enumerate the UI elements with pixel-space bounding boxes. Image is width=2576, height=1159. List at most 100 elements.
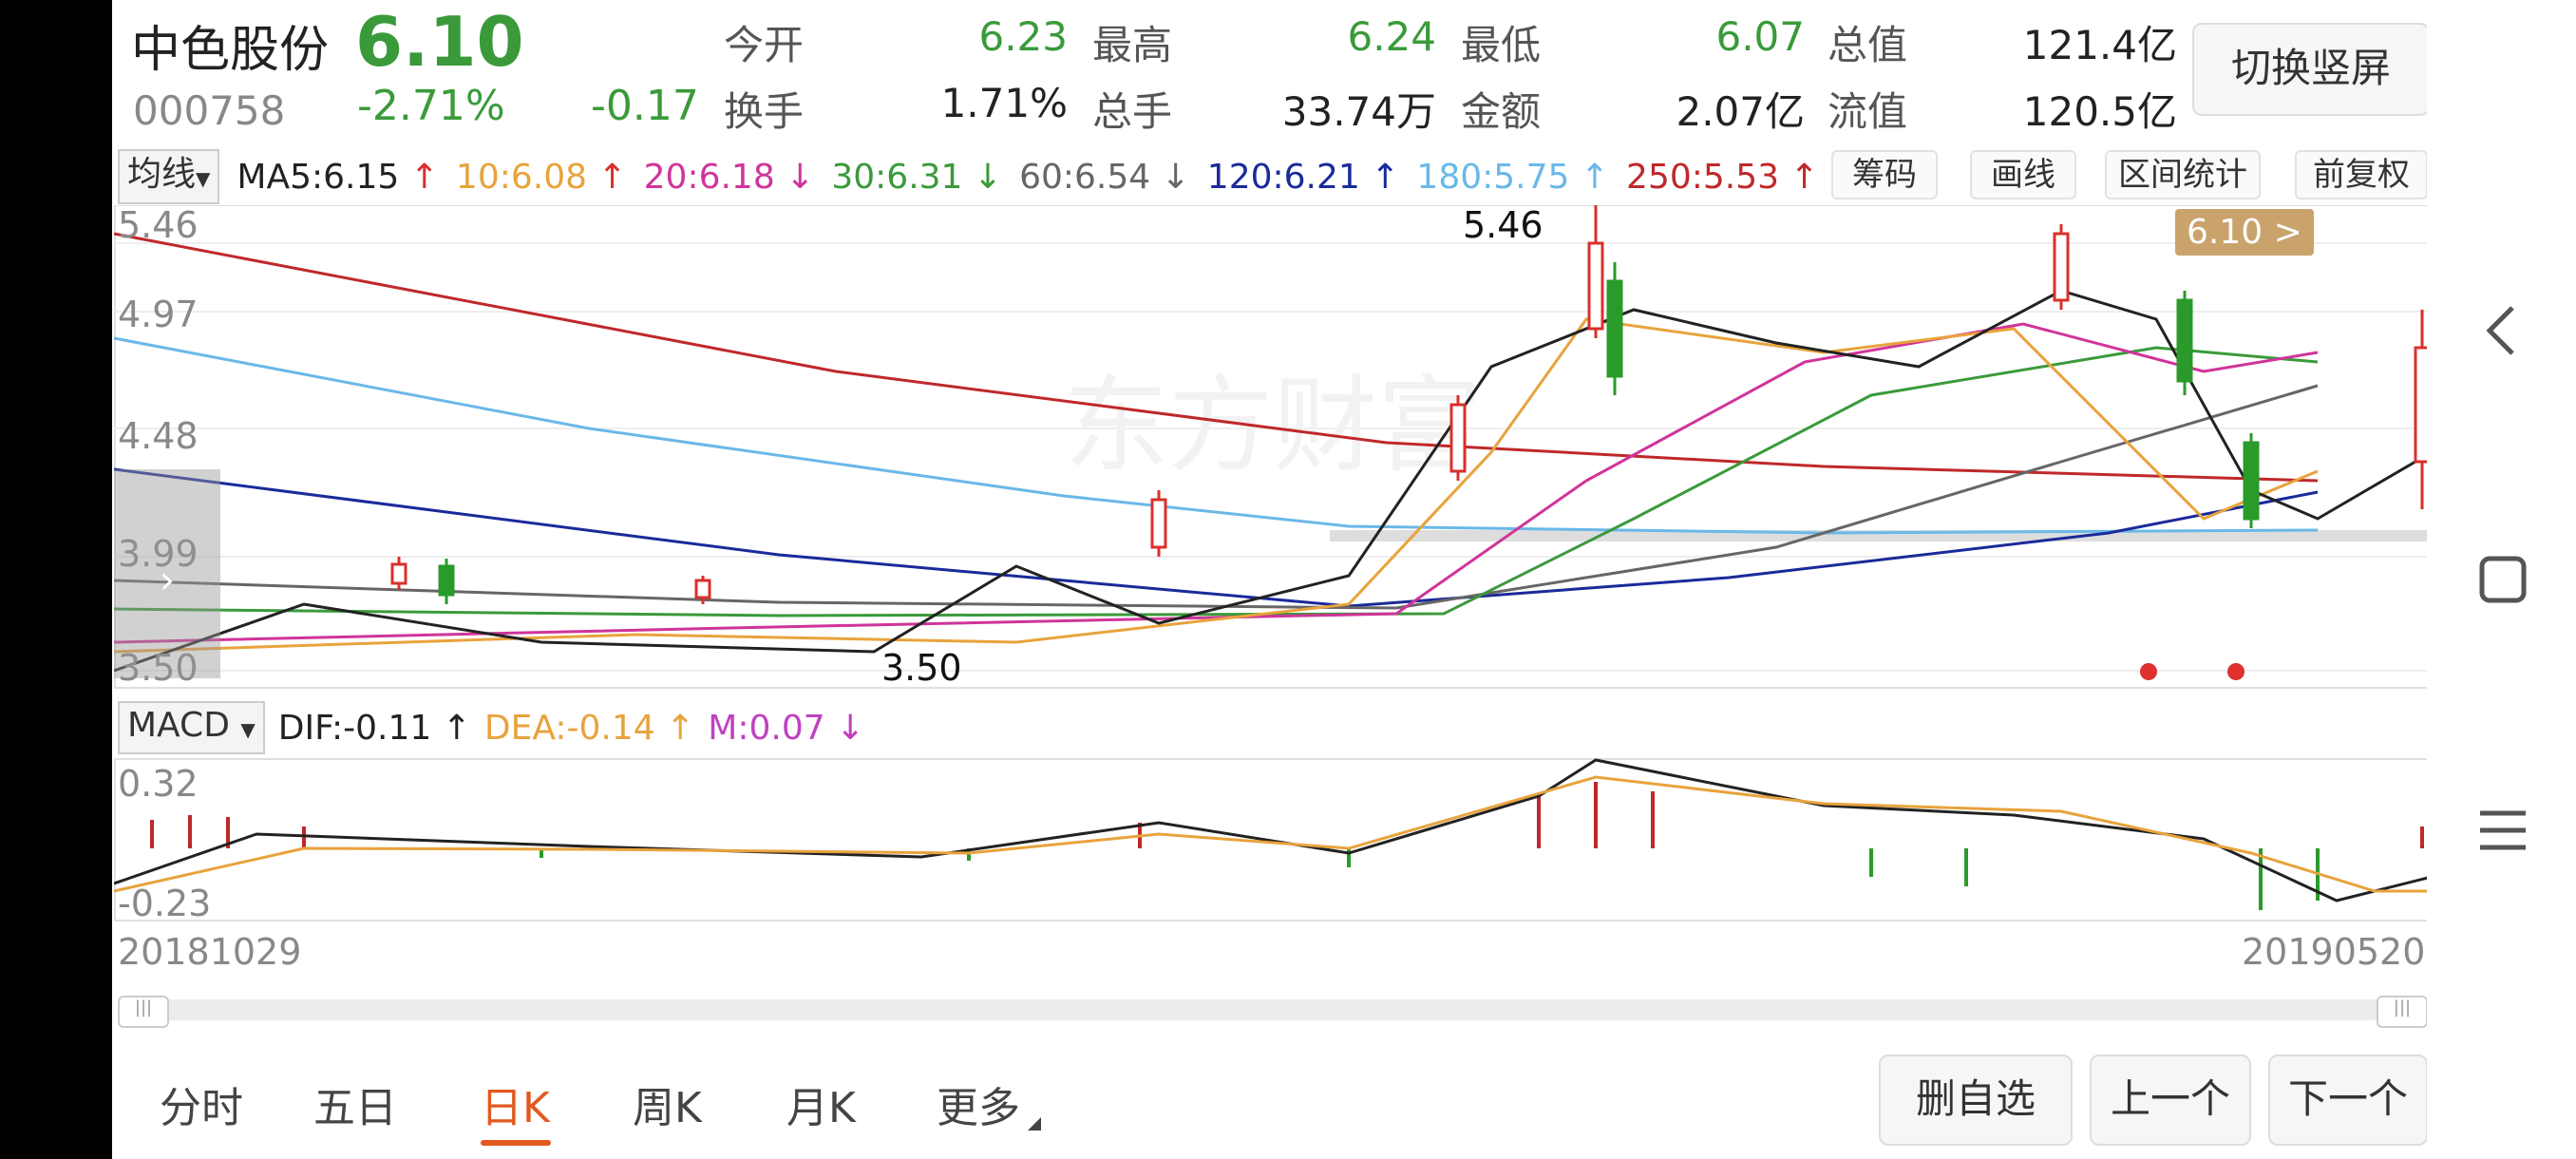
quote-value: 6.07 [1715,13,1805,60]
tab-more[interactable]: 更多 [937,1084,1020,1132]
ma-lines [114,232,2432,673]
candle [2176,291,2193,395]
down-arrow-icon: ↓ [786,157,815,197]
macd-chart[interactable]: 0.32 -0.23 [114,758,2432,923]
quote-value: 2.07亿 [1676,88,1805,135]
y-axis-label: 3.99 [118,533,199,575]
current-price-tag[interactable]: 6.10 > [2175,209,2314,256]
adjust-button[interactable]: 前复权 [2295,150,2428,200]
stock-name: 中色股份 [131,22,330,79]
dif-line [114,758,2432,902]
up-arrow-icon: ↑ [1580,157,1610,197]
left-drag-handle[interactable] [114,469,220,678]
candle [1606,262,1623,395]
ma120-line [114,467,2319,608]
draw-line-button[interactable]: 画线 [1970,150,2076,200]
signal-dot [2140,663,2157,680]
y-axis-label: 4.97 [118,294,199,335]
dea-line [114,775,2432,893]
dif-value: DIF:-0.11 ↑ [278,709,471,748]
kline-chart[interactable]: 东方财富 5.46 4.97 4.48 3.99 3.50 5.46 3.50 … [114,205,2432,690]
menu-icon[interactable] [2474,802,2531,859]
ma30-value: 30:6.31 ↓ [831,158,1002,197]
quote-label: 最高 [1092,22,1173,68]
quote-value: 1.71% [940,80,1068,126]
more-corner-icon [1028,1117,1041,1130]
stock-price: 6.10 [355,2,524,82]
ma5-line [114,289,2432,673]
quote-label: 最低 [1461,22,1542,68]
down-arrow-icon: ↓ [836,708,865,748]
ma-text: MA5:6.15 [237,157,400,197]
timeline-scrollbar[interactable]: ||| ||| [118,996,2428,1028]
ma10-value: 10:6.08 ↑ [456,158,627,197]
ma-selector[interactable]: 均线▼ [118,149,220,204]
macd-text: M:0.07 [708,708,825,748]
y-axis-label: 4.48 [118,415,199,457]
candle [2053,224,2070,310]
active-tab-underline [481,1140,551,1146]
up-arrow-icon: ↑ [409,157,439,197]
macd-y-label: -0.23 [118,883,211,923]
left-bezel [0,0,112,1159]
tab-monthly-k[interactable]: 月K [786,1084,856,1132]
ma-text: 20:6.18 [643,157,775,197]
range-stats-button[interactable]: 区间统计 [2105,150,2261,200]
up-arrow-icon: ↑ [1790,157,1819,197]
previous-stock-button[interactable]: 上一个 [2090,1054,2251,1146]
macd-bar: MACD ▼ DIF:-0.11 ↑ DEA:-0.14 ↑ M:0.07 ↓ [118,701,864,754]
quote-label: 流值 [1828,88,1908,135]
scroll-handle-left[interactable]: ||| [118,996,169,1028]
tab-intraday[interactable]: 分时 [160,1084,243,1132]
up-arrow-icon: ↑ [1371,157,1400,197]
candle [438,559,455,604]
candle [390,557,407,590]
ma-text: 250:5.53 [1626,157,1780,197]
quote-value: 120.5亿 [2022,88,2177,135]
chips-button[interactable]: 筹码 [1831,150,1938,200]
candle [1587,205,1604,338]
dropdown-icon: ▼ [240,718,256,741]
up-arrow-icon: ↑ [597,157,627,197]
up-arrow-icon: ↑ [442,708,471,748]
switch-portrait-button[interactable]: 切换竖屏 [2192,23,2430,116]
scroll-handle-right[interactable]: ||| [2377,996,2428,1028]
high-annotation: 5.46 [1463,205,1544,246]
ma20-line [114,322,2319,644]
tab-weekly-k[interactable]: 周K [633,1084,702,1132]
macd-text: DEA:-0.14 [483,708,655,748]
ma120-value: 120:6.21 ↑ [1207,158,1400,197]
macd-y-label: 0.32 [118,763,199,805]
back-icon[interactable] [2474,302,2531,359]
ma-text: 60:6.54 [1019,157,1151,197]
ma-bar: 均线▼ MA5:6.15 ↑ 10:6.08 ↑ 20:6.18 ↓ 30:6.… [118,148,1819,205]
up-arrow-icon: ↑ [666,708,695,748]
recent-apps-icon[interactable] [2474,551,2531,608]
macd-selector[interactable]: MACD ▼ [118,701,265,754]
ma10-line [114,317,2319,654]
quote-value: 121.4亿 [2022,22,2177,68]
ma180-line [114,336,2319,535]
tab-daily-k[interactable]: 日K [481,1084,550,1132]
ma60-value: 60:6.54 ↓ [1019,158,1190,197]
down-arrow-icon: ↓ [1161,157,1190,197]
ma20-value: 20:6.18 ↓ [644,158,815,197]
candle [1150,490,1167,557]
m-value: M:0.07 ↓ [708,709,864,748]
next-stock-button[interactable]: 下一个 [2268,1054,2428,1146]
y-axis-label: 5.46 [118,205,199,246]
stock-code: 000758 [133,87,286,134]
ma-text: 120:6.21 [1206,157,1360,197]
change-percent: -2.71% [357,82,505,130]
end-date: 20190520 [2242,931,2426,973]
ma5-value: MA5:6.15 ↑ [237,158,439,197]
ma-selector-label: 均线 [127,155,197,194]
candle [1449,395,1467,481]
ma60-line [114,384,2319,610]
dropdown-icon: ▼ [196,167,211,190]
remove-favorite-button[interactable]: 删自选 [1879,1054,2073,1146]
tab-five-day[interactable]: 五日 [313,1084,397,1132]
down-arrow-icon: ↓ [973,157,1003,197]
quote-value: 6.24 [1347,13,1436,60]
ma-text: 10:6.08 [455,157,588,197]
